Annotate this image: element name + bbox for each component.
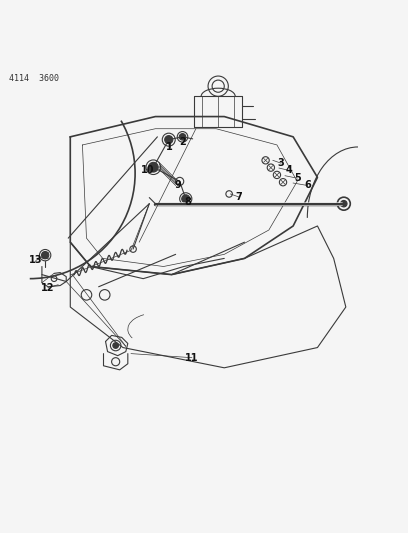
Text: 13: 13 [29, 255, 42, 265]
Circle shape [179, 134, 186, 140]
Text: 1: 1 [166, 142, 173, 152]
Text: 5: 5 [294, 173, 301, 183]
Text: 11: 11 [185, 353, 199, 362]
Text: 12: 12 [41, 282, 55, 293]
Circle shape [341, 200, 347, 207]
Circle shape [182, 195, 190, 203]
Text: 7: 7 [235, 192, 242, 202]
Circle shape [165, 135, 173, 144]
Circle shape [149, 163, 158, 172]
Text: 4114  3600: 4114 3600 [9, 74, 60, 83]
Text: 9: 9 [174, 181, 181, 190]
Text: 6: 6 [304, 181, 311, 190]
Text: 3: 3 [277, 158, 284, 168]
Circle shape [113, 343, 118, 349]
Circle shape [42, 252, 49, 259]
Text: 10: 10 [140, 165, 154, 175]
Text: 4: 4 [286, 165, 293, 175]
Text: 2: 2 [179, 136, 186, 147]
Text: 8: 8 [184, 197, 191, 207]
